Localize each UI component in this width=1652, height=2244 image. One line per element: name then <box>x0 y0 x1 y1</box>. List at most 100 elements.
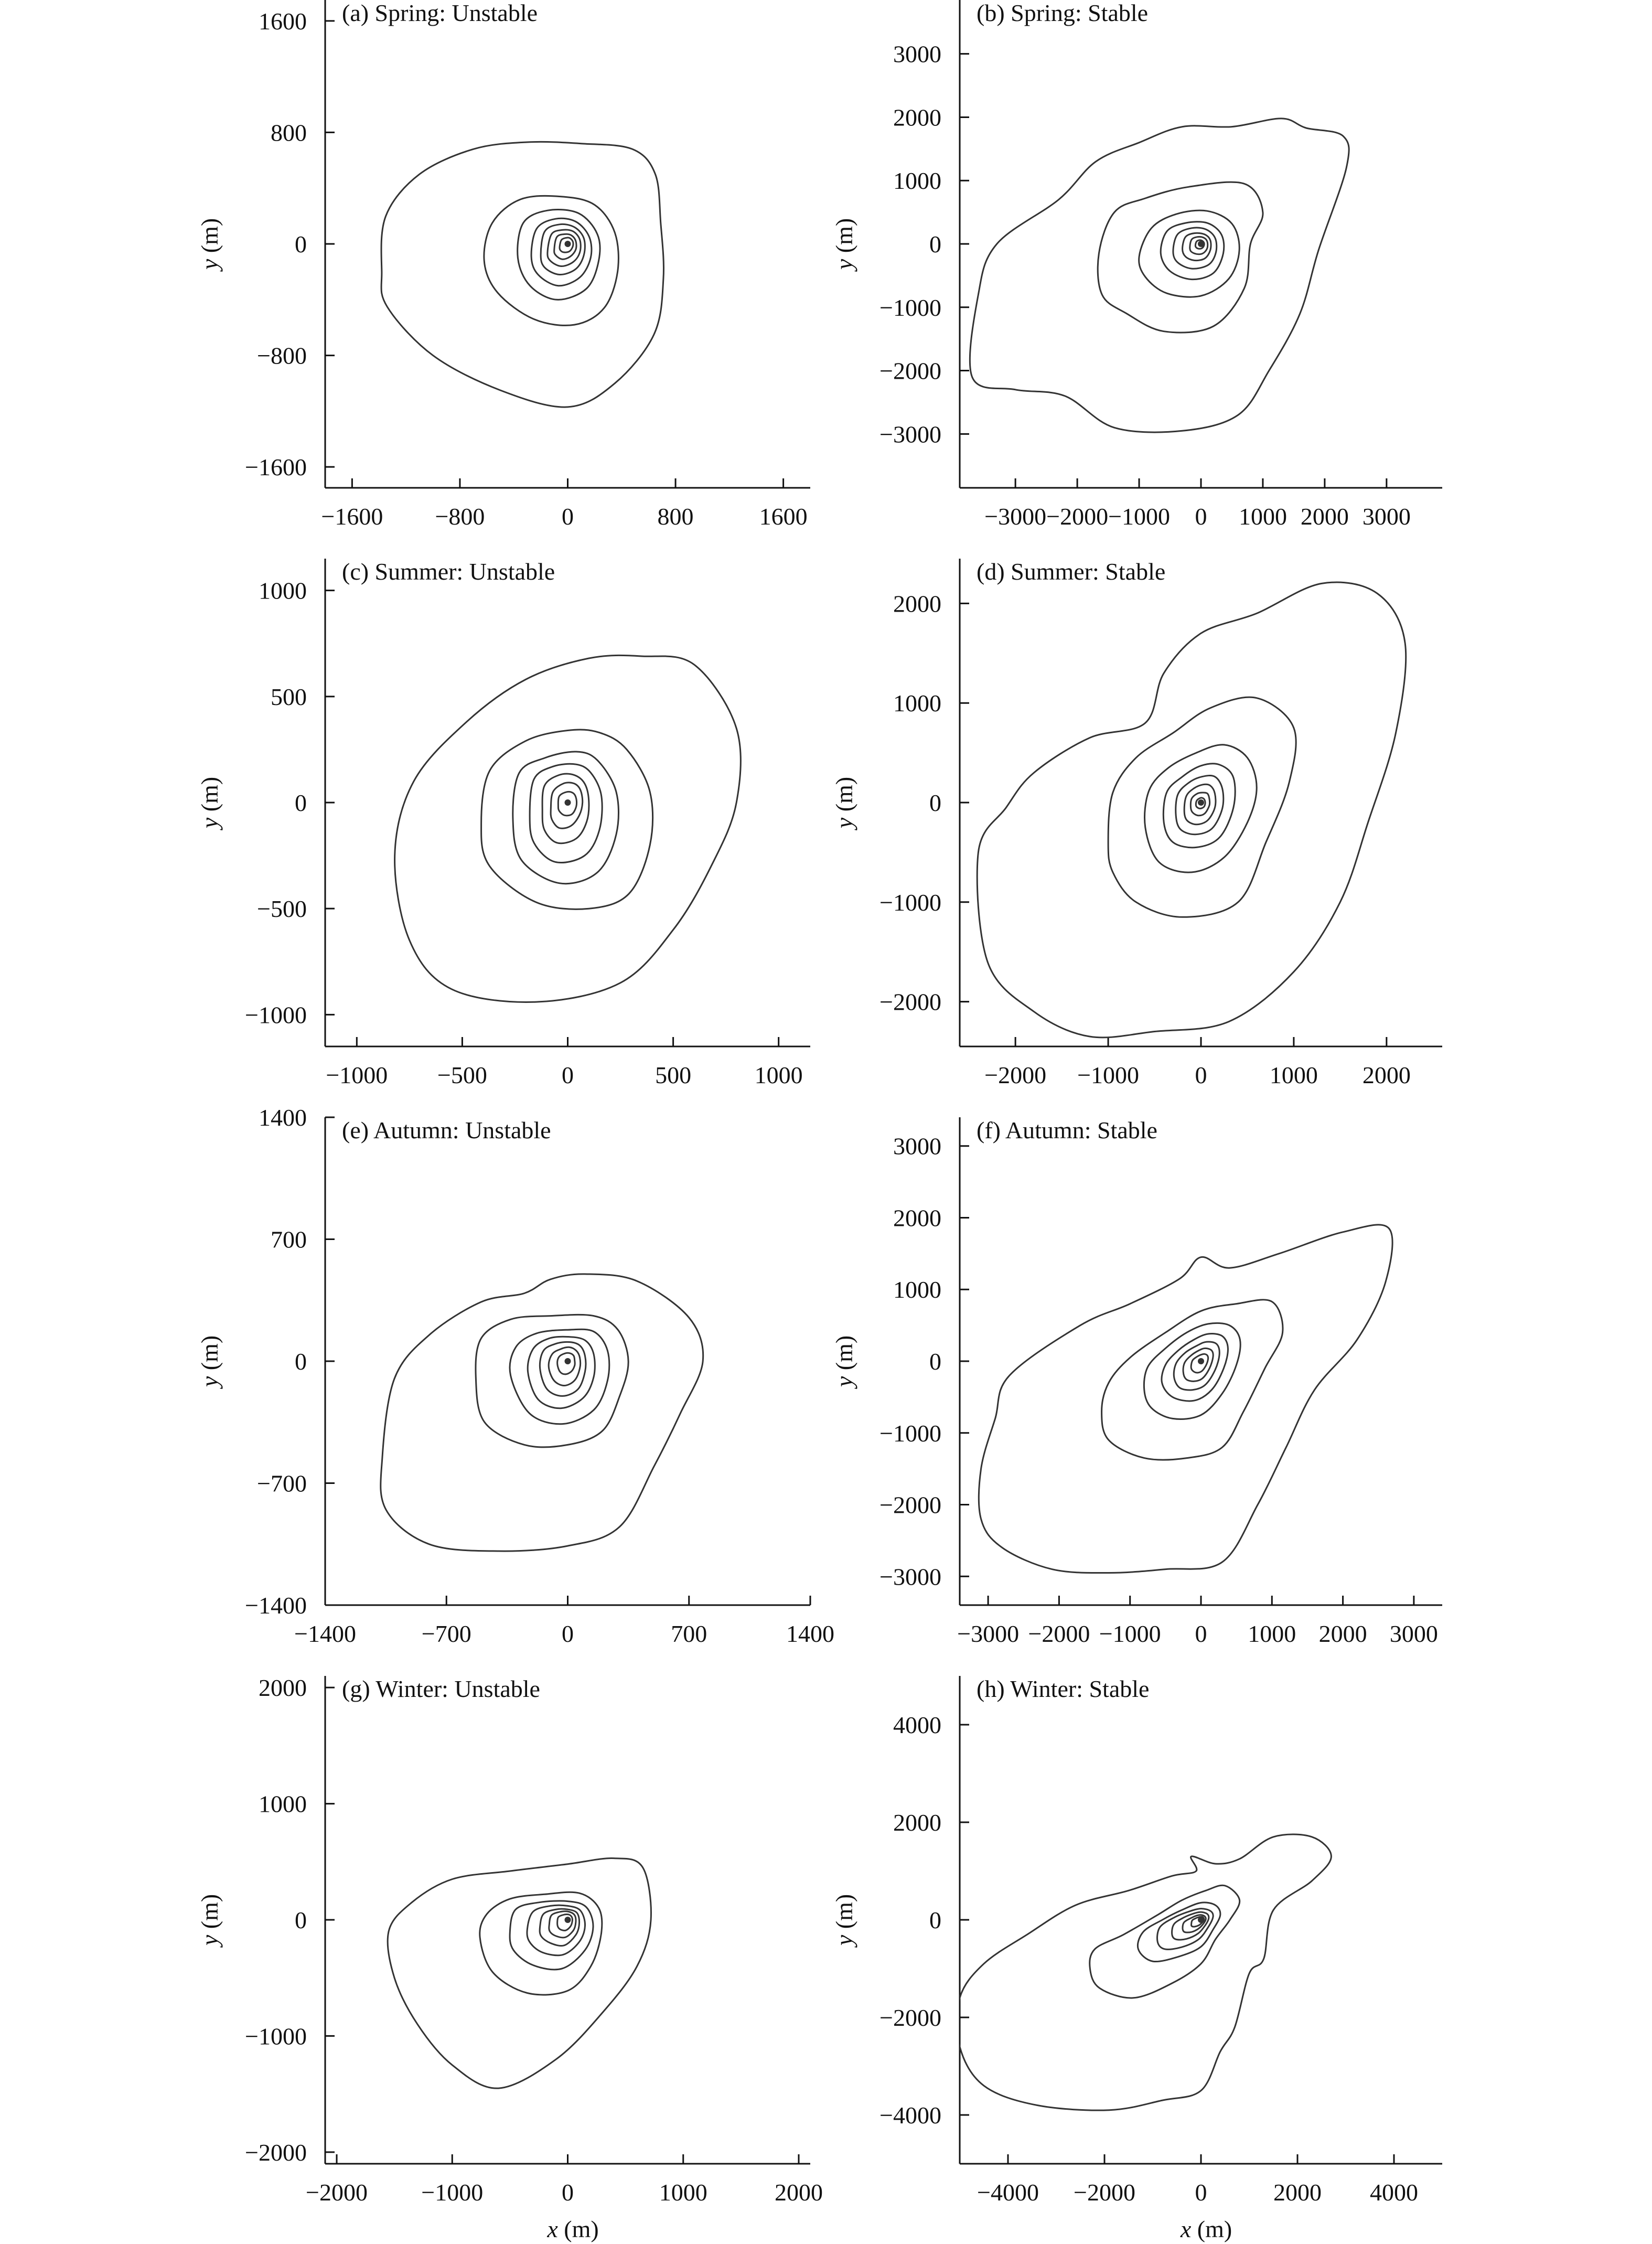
y-tick-label: 700 <box>271 1226 307 1253</box>
contour-line-1 <box>960 1833 1332 2111</box>
x-tick-label: −1600 <box>321 503 383 530</box>
panel-title: (c) Summer: Unstable <box>342 558 555 585</box>
contour-line-3 <box>509 1328 610 1425</box>
panel-title: (g) Winter: Unstable <box>342 1675 540 1702</box>
x-tick-label: 2000 <box>1319 1620 1367 1647</box>
y-tick-label: −1000 <box>879 1420 941 1447</box>
x-tick-label: −500 <box>437 1062 487 1088</box>
contour-line-2 <box>1101 1299 1284 1461</box>
x-tick-label: 2000 <box>1363 1062 1411 1088</box>
x-tick-label: 1000 <box>1239 503 1287 530</box>
contour-group <box>380 141 664 408</box>
contour-line-6 <box>1182 1347 1214 1382</box>
contour-line-7 <box>553 233 577 260</box>
y-tick-label: 0 <box>929 1907 941 1933</box>
contour-line-5 <box>1171 1911 1210 1941</box>
panel-title: (h) Winter: Stable <box>977 1675 1149 1702</box>
x-tick-label: 0 <box>562 503 574 530</box>
y-axis-label: y (m) <box>196 777 223 830</box>
panel-title: (b) Spring: Stable <box>977 0 1148 26</box>
contour-line-5 <box>539 1341 587 1397</box>
y-tick-label: 2000 <box>893 1204 941 1231</box>
contour-group <box>380 1273 704 1552</box>
contour-line-3 <box>1143 1322 1241 1420</box>
contour-line-4 <box>1160 221 1225 281</box>
y-tick-label: 2000 <box>259 1674 307 1701</box>
y-tick-label: 0 <box>295 1348 307 1375</box>
x-tick-label: 1400 <box>786 1620 834 1647</box>
contour-line-6 <box>546 229 582 268</box>
source-point <box>564 1358 571 1364</box>
y-tick-label: 2000 <box>893 104 941 131</box>
source-point <box>1198 799 1204 806</box>
contour-line-4 <box>1156 1908 1214 1950</box>
y-tick-label: 1000 <box>893 167 941 194</box>
source-point <box>1198 241 1204 247</box>
contour-line-1 <box>394 654 742 1003</box>
contour-line-5 <box>541 773 590 845</box>
y-tick-label: 1000 <box>893 1276 941 1303</box>
contour-line-7 <box>556 1352 576 1375</box>
y-tick-label: −2000 <box>879 989 941 1016</box>
x-axis-label: x (m) <box>546 2216 598 2242</box>
x-tick-label: 1000 <box>659 2179 707 2206</box>
panel-e: 1400 700 0 −700 −1400−1400 −700 0 700 1400 (e) Au… <box>196 1104 834 1647</box>
contour-line-3 <box>512 751 619 885</box>
contour-line-2 <box>480 729 654 910</box>
contour-line-1 <box>969 117 1350 433</box>
x-tick-label: −2000 <box>306 2179 368 2206</box>
contour-line-2 <box>1097 181 1264 334</box>
y-tick-label: 1400 <box>259 1104 307 1131</box>
y-tick-label: 500 <box>271 683 307 710</box>
contour-line-2 <box>475 1313 629 1448</box>
y-tick-label: −700 <box>257 1470 307 1497</box>
panel-f: 3000 2000 1000 0 −1000 −2000 −3000 −3000 −2000 −1… <box>831 1117 1442 1647</box>
contour-group <box>969 117 1350 433</box>
y-tick-label: −3000 <box>879 421 941 447</box>
contour-line-4 <box>526 1904 586 1957</box>
x-tick-label: 0 <box>1195 503 1207 530</box>
x-tick-label: 0 <box>562 1062 574 1088</box>
contour-line-4 <box>529 763 603 863</box>
contour-line-6 <box>1182 232 1212 262</box>
y-tick-label: −2000 <box>879 2004 941 2031</box>
x-tick-label: 0 <box>562 1620 574 1647</box>
contour-line-1 <box>387 1857 652 2089</box>
contour-line-4 <box>530 217 593 287</box>
y-tick-label: 1000 <box>893 690 941 717</box>
y-tick-label: 1000 <box>259 1791 307 1818</box>
x-tick-label: 0 <box>1195 1620 1207 1647</box>
x-tick-label: −3000 <box>984 503 1046 530</box>
contour-line-1 <box>976 581 1407 1039</box>
y-tick-label: 800 <box>271 119 307 146</box>
x-tick-label: 1000 <box>755 1062 803 1088</box>
y-tick-label: −2000 <box>245 2139 307 2166</box>
x-tick-label: 0 <box>1195 1062 1207 1088</box>
y-tick-label: 1000 <box>259 578 307 604</box>
contour-line-7 <box>1190 1353 1209 1374</box>
panel-a: 1600 800 0 −800 −1600 −1600 −800 0 800 1600 (a) Sp… <box>196 0 810 530</box>
y-axis-label: y (m) <box>196 218 223 272</box>
y-tick-label: 0 <box>929 789 941 816</box>
contour-group <box>387 1857 652 2089</box>
contour-line-6 <box>550 782 584 829</box>
panel-title: (d) Summer: Stable <box>977 558 1165 585</box>
contour-line-3 <box>1144 744 1258 873</box>
x-tick-label: −2000 <box>984 1062 1046 1088</box>
y-axis-label: y (m) <box>831 1335 857 1389</box>
contour-line-8 <box>1194 239 1205 250</box>
panel-d: 2000 1000 0 −1000 −2000 −2000 −1000 0 1000 2000 (d… <box>831 558 1442 1088</box>
y-tick-label: 0 <box>929 231 941 258</box>
x-tick-label: 700 <box>671 1620 707 1647</box>
contour-line-5 <box>539 1908 581 1947</box>
y-tick-label: 0 <box>295 1907 307 1933</box>
y-axis-label: y (m) <box>831 777 857 830</box>
y-tick-label: −1600 <box>245 454 307 480</box>
x-tick-label: −1400 <box>294 1620 356 1647</box>
x-tick-label: 2000 <box>1273 2179 1322 2206</box>
contour-line-1 <box>380 1273 704 1552</box>
contour-line-7 <box>556 1913 573 1931</box>
y-tick-label: 3000 <box>893 1133 941 1160</box>
panel-g: 2000 1000 0 −1000 −2000 −2000 −1000 0 1000 2000 (g… <box>196 1674 823 2242</box>
